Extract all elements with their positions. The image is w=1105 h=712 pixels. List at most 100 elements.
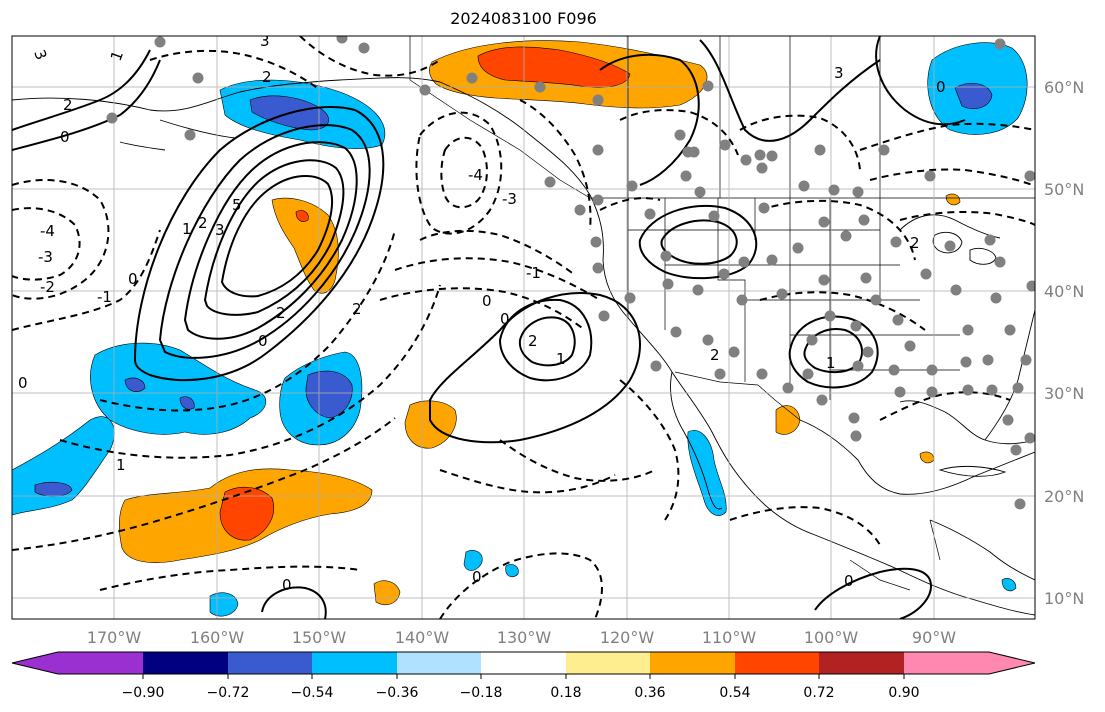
dash-plains-3 (879, 391, 1011, 421)
contour-low-pacific-inner (518, 316, 576, 367)
contour-plains-1 (788, 315, 879, 389)
lat-label: 50°N (1044, 180, 1084, 199)
contours-negative (12, 36, 1035, 619)
colorbar-segment (58, 652, 144, 674)
colorbar-segment (397, 652, 482, 674)
colorbar-segments (12, 652, 1035, 674)
lon-label: 120°W (600, 628, 655, 647)
contour-label-0-g: 0 (282, 576, 292, 594)
contour-label-0-b: 0 (128, 270, 138, 288)
dash-gulf-low-2 (440, 136, 488, 209)
dash-south-1 (99, 565, 361, 591)
colorbar-outline (11, 651, 1036, 675)
longitude-labels: 170°W 160°W 150°W 140°W 130°W 120°W 110°… (87, 628, 956, 647)
dash-rockies-1 (599, 197, 661, 211)
coastline-alaska (12, 77, 1035, 616)
coastline-cuba (938, 465, 1007, 477)
dash-subtropical-2 (499, 439, 656, 482)
contour-label-1-d: 1 (556, 350, 566, 368)
colorbar-segment (143, 652, 229, 674)
fill-mid-blue-west (34, 481, 73, 497)
dash-central-2 (59, 284, 441, 459)
latitude-labels: 60°N 50°N 40°N 30°N 20°N 10°N (1044, 78, 1084, 608)
dash-baja (619, 379, 680, 521)
colorbar-tick-label: −0.72 (207, 685, 250, 701)
contour-label-neg4-b: -4 (468, 166, 483, 184)
border-mexico-central (849, 519, 941, 591)
border-usa-mexico (674, 371, 801, 421)
lon-label: 170°W (87, 628, 142, 647)
fill-blue-small-3 (505, 564, 519, 578)
colorbar-segment (904, 652, 990, 674)
fill-blue-baja (687, 430, 727, 516)
colorbar-tick-label: −0.90 (122, 685, 165, 701)
dash-canada-2 (519, 99, 592, 231)
contour-label-2-f: 2 (352, 300, 362, 318)
contour-ridge-1 (133, 106, 385, 382)
contours-positive (12, 36, 966, 619)
colorbar-segment (228, 652, 313, 674)
lat-label: 30°N (1044, 384, 1084, 403)
fill-blue-small-4 (1001, 578, 1017, 592)
colorbar-ticks (142, 674, 905, 679)
lat-label: 10°N (1044, 589, 1084, 608)
contour-label-2-h: 2 (710, 346, 720, 364)
dash-alaska-2 (299, 36, 441, 77)
colorbar-tick-label: −0.18 (460, 685, 503, 701)
gridlines (12, 36, 1035, 619)
colorbar-segment (481, 652, 567, 674)
fill-mid-blue-northeast (954, 82, 993, 109)
map-title: 2024083100 F096 (450, 9, 597, 28)
colorbar-tick-label: 0.72 (803, 685, 834, 701)
contour-label-1-c: 1 (116, 456, 126, 474)
dash-subtropical-1 (439, 469, 616, 494)
coastline-caribbean (929, 519, 1035, 581)
contour-label-neg3-a: -3 (38, 248, 53, 266)
contour-label-0-j: 0 (936, 78, 946, 96)
contour-label-2-g: 2 (528, 332, 538, 350)
coastline-lake-2 (969, 247, 997, 265)
contour-label-neg3-b: -3 (502, 190, 517, 208)
contour-label-1-e: 1 (826, 354, 836, 372)
lon-label: 100°W (804, 628, 859, 647)
fill-orange-central (404, 400, 457, 449)
contour-canada-1 (599, 53, 700, 186)
contour-label-3-c: 3 (834, 64, 844, 82)
contour-label-0-e: 0 (482, 292, 492, 310)
fill-orange-pacific-ridge (271, 197, 339, 294)
dash-west-3 (12, 229, 161, 331)
contour-label-neg1-a: -1 (97, 288, 112, 306)
colorbar-segment (566, 652, 651, 674)
coastline-baja (670, 371, 723, 510)
colorbar: −0.90 −0.72 −0.54 −0.36 −0.18 0.18 0.36 … (11, 651, 1036, 701)
contour-label-neg4-a: -4 (40, 222, 55, 240)
contour-label-0-i: 0 (844, 572, 854, 590)
fill-mid-blue-east-pacific (305, 370, 353, 419)
dash-northeast-1 (859, 122, 1035, 151)
fill-orange-small-3 (945, 193, 961, 206)
colorbar-extension-high (989, 652, 1035, 674)
contour-northeast (875, 36, 966, 126)
dash-northeast-3 (899, 211, 1035, 226)
dash-east-pacific-3 (379, 287, 586, 331)
contour-label-0-c: 0 (258, 332, 268, 350)
contour-label-2-c: 2 (910, 234, 920, 252)
lat-label: 20°N (1044, 487, 1084, 506)
lon-label: 130°W (497, 628, 552, 647)
colorbar-tick-label: −0.54 (291, 685, 334, 701)
colorbar-tick-label: 0.18 (550, 685, 581, 701)
fill-mid-blue-small (179, 396, 195, 410)
colorbar-extension-low (12, 652, 58, 674)
contour-label-2-b: 2 (63, 96, 73, 114)
political-borders (409, 36, 1035, 591)
contour-ridge-5 (220, 174, 334, 298)
colorbar-tick-label: 0.54 (719, 685, 750, 701)
dash-south-2 (439, 552, 603, 619)
coastline-gulf (799, 419, 1035, 495)
colorbar-tick-labels: −0.90 −0.72 −0.54 −0.36 −0.18 0.18 0.36 … (122, 685, 920, 701)
coastline-eastern-seaboard (984, 309, 1035, 441)
lon-label: 160°W (190, 628, 245, 647)
contour-small-low (261, 586, 327, 619)
station-markers (106, 36, 1035, 510)
contour-west-top-2 (12, 59, 161, 151)
